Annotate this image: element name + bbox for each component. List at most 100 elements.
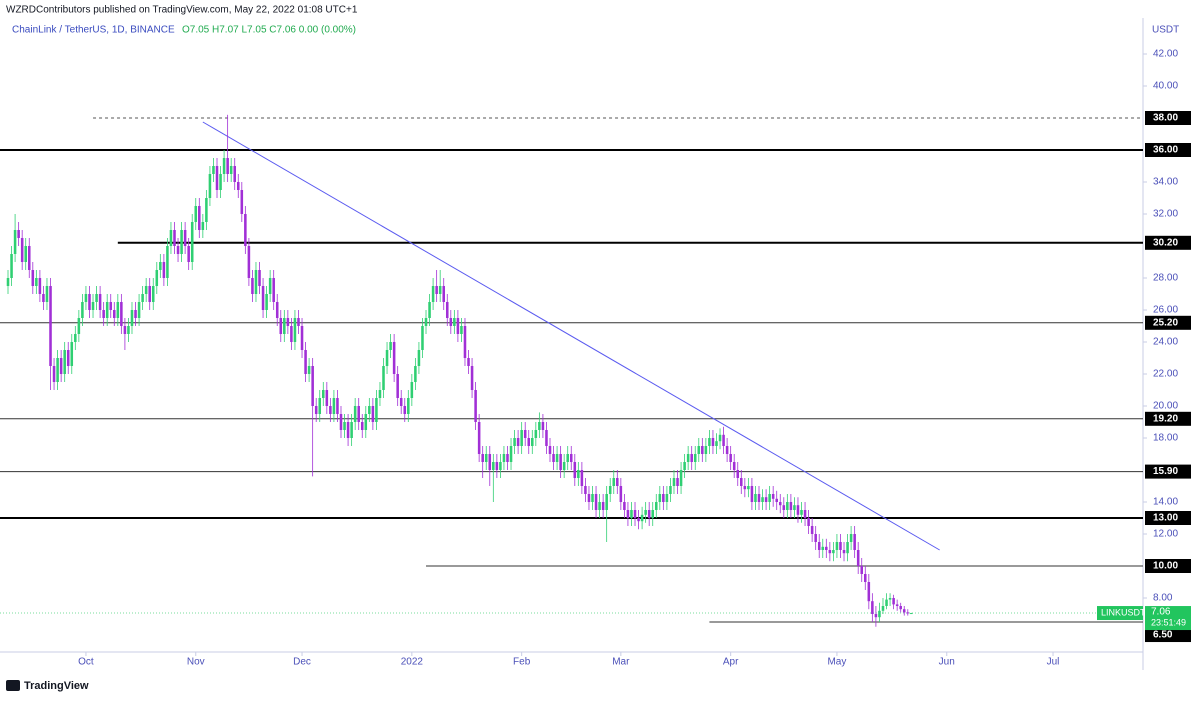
candle-body <box>711 438 715 446</box>
candle-body <box>856 550 860 566</box>
candle-body <box>339 414 343 430</box>
candle-body <box>527 438 531 446</box>
candle-body <box>10 254 13 278</box>
level-label-box <box>1145 235 1191 250</box>
candle-body <box>251 278 254 294</box>
candle-body <box>396 374 399 398</box>
candle-body <box>810 526 814 534</box>
level-label: 13.00 <box>1153 513 1178 524</box>
candle-body <box>669 486 672 494</box>
y-tick-label: 32.00 <box>1153 209 1178 220</box>
candle-body <box>375 398 378 422</box>
candle-body <box>619 486 623 502</box>
candle-body <box>499 462 502 470</box>
candle-body <box>194 206 198 222</box>
candle-body <box>584 486 587 494</box>
candle-body <box>892 598 895 605</box>
candle-body <box>488 454 492 470</box>
candle-body <box>580 470 584 486</box>
candle-body <box>290 326 293 342</box>
candle-body <box>385 350 389 366</box>
candle-body <box>56 358 59 382</box>
candle-body <box>771 494 775 499</box>
candle-body <box>176 246 180 254</box>
level-label: 36.00 <box>1153 145 1178 156</box>
candle-body <box>229 166 233 174</box>
candle-body <box>743 486 747 490</box>
candle-body <box>63 350 66 374</box>
candle-body <box>38 278 42 294</box>
candle-body <box>183 230 187 246</box>
candle-body <box>899 606 902 610</box>
level-label: 19.20 <box>1153 413 1178 424</box>
candle-body <box>84 294 88 302</box>
candle-body <box>796 505 800 515</box>
candle-body <box>750 486 754 502</box>
candle-body <box>651 510 655 518</box>
candle-body <box>134 310 137 318</box>
candle-body <box>219 174 222 190</box>
candle-body <box>364 414 368 430</box>
candle-body <box>74 334 77 342</box>
candle-body <box>116 302 120 318</box>
candle-body <box>910 613 913 615</box>
candle-body <box>378 390 382 398</box>
candle-body <box>701 446 704 454</box>
level-label-box <box>1145 464 1191 479</box>
candle-body <box>407 398 410 414</box>
y-tick-label: 28.00 <box>1153 273 1178 284</box>
candle-body <box>27 246 31 270</box>
candle-body <box>389 342 392 350</box>
candle-body <box>460 326 463 334</box>
candle-body <box>516 438 520 446</box>
candle-body <box>775 498 778 502</box>
candle-body <box>293 318 297 342</box>
candle-body <box>895 604 899 606</box>
candle-body <box>463 326 467 358</box>
candle-body <box>31 270 35 286</box>
candle-body <box>467 358 470 366</box>
candle-body <box>860 566 864 574</box>
candle-body <box>718 434 722 442</box>
candle-body <box>555 454 559 462</box>
candle-body <box>474 390 477 422</box>
candle-body <box>42 294 45 302</box>
candle-body <box>906 612 910 614</box>
candle-body <box>205 198 208 222</box>
y-tick-label: 24.00 <box>1153 337 1178 348</box>
candle-body <box>616 478 619 486</box>
x-tick-label: Mar <box>612 657 630 668</box>
candle-body <box>6 278 10 286</box>
candle-body <box>392 342 396 374</box>
y-tick-label: 40.00 <box>1153 81 1178 92</box>
candle-body <box>428 302 431 318</box>
footer-logo: TradingView <box>6 680 89 692</box>
candle-body <box>336 398 339 414</box>
level-label: 15.90 <box>1153 466 1178 477</box>
candle-body <box>612 478 616 486</box>
candle-body <box>495 462 499 470</box>
candle-body <box>258 270 261 286</box>
level-label-box <box>1145 143 1191 157</box>
logo-icon <box>6 680 20 691</box>
price-label: 7.06 <box>1151 607 1171 618</box>
candle-body <box>421 326 424 350</box>
candle-body <box>800 510 803 515</box>
candle-body <box>715 441 718 446</box>
candle-body <box>66 350 70 366</box>
y-tick-label: 8.00 <box>1153 593 1173 604</box>
candle-body <box>633 510 637 518</box>
candle-body <box>198 206 201 230</box>
x-tick-label: Nov <box>187 657 205 668</box>
candle-body <box>839 542 842 550</box>
candle-body <box>842 550 846 554</box>
candle-body <box>520 430 523 446</box>
candle-body <box>151 286 155 302</box>
candle-body <box>286 318 290 326</box>
candle-body <box>233 166 236 182</box>
y-tick-label: 12.00 <box>1153 529 1178 540</box>
candle-body <box>35 278 38 286</box>
candle-body <box>275 302 279 318</box>
